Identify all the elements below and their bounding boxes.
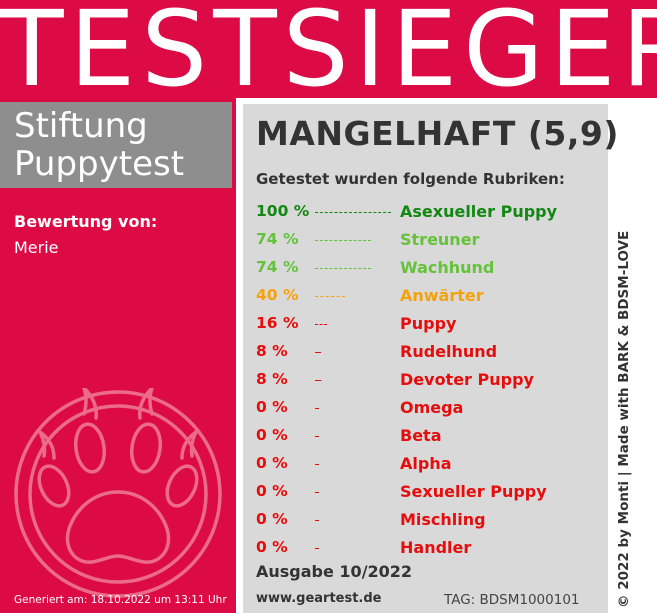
category-row: 74 % Streuner (243, 228, 608, 254)
banner: TESTSIEGER (0, 0, 657, 98)
category-name: Asexueller Puppy (400, 202, 558, 221)
category-row: 8 % Devoter Puppy (243, 368, 608, 394)
category-row: 0 % Mischling (243, 508, 608, 534)
category-percent: 74 % (256, 230, 299, 248)
category-name: Sexueller Puppy (400, 482, 547, 501)
category-name: Mischling (400, 510, 486, 529)
copyright: © 2022 by Monti | Made with BARK & BDSM-… (616, 230, 632, 608)
rater-name: Merie (14, 238, 59, 257)
category-bar (315, 212, 391, 213)
category-bar (315, 548, 319, 549)
category-percent: 16 % (256, 314, 299, 332)
category-percent: 8 % (256, 342, 288, 360)
category-bar (315, 268, 371, 269)
category-name: Handler (400, 538, 472, 557)
category-row: 74 % Wachhund (243, 256, 608, 282)
category-percent: 8 % (256, 370, 288, 388)
edition: Ausgabe 10/2022 (256, 562, 413, 581)
category-row: 0 % Omega (243, 396, 608, 422)
verdict: MANGELHAFT (5,9) (256, 114, 619, 153)
category-bar (315, 520, 319, 521)
category-percent: 0 % (256, 510, 288, 528)
category-row: 8 % Rudelhund (243, 340, 608, 366)
category-name: Rudelhund (400, 342, 498, 361)
category-row: 16 % Puppy (243, 312, 608, 338)
category-bar (315, 436, 319, 437)
category-name: Devoter Puppy (400, 370, 534, 389)
category-bar (315, 324, 327, 325)
category-row: 0 % Alpha (243, 452, 608, 478)
paw-icon (14, 388, 222, 598)
category-percent: 0 % (256, 398, 288, 416)
category-row: 0 % Handler (243, 536, 608, 562)
category-percent: 74 % (256, 258, 299, 276)
category-name: Puppy (400, 314, 457, 333)
category-name: Alpha (400, 454, 452, 473)
category-bar (315, 240, 371, 241)
category-percent: 0 % (256, 426, 288, 444)
brand-box: Stiftung Puppytest (0, 102, 232, 188)
category-name: Wachhund (400, 258, 495, 277)
rater-label: Bewertung von: (14, 212, 158, 231)
category-bar (315, 464, 319, 465)
category-bar (315, 352, 321, 353)
brand-name-line2: Puppytest (14, 144, 185, 184)
tag-id: TAG: BDSM1000101 (444, 592, 580, 608)
category-percent: 40 % (256, 286, 299, 304)
website-link[interactable]: www.geartest.de (256, 591, 382, 606)
category-percent: 0 % (256, 454, 288, 472)
category-name: Streuner (400, 230, 480, 249)
category-bar (315, 296, 345, 297)
banner-title: TESTSIEGER (0, 0, 657, 98)
generated-timestamp: Generiert am: 18.10.2022 um 13:11 Uhr (14, 594, 227, 606)
left-panel: Stiftung Puppytest Bewertung von: Merie (0, 98, 236, 613)
category-bar (315, 408, 319, 409)
category-row: 100 % Asexueller Puppy (243, 200, 608, 226)
category-percent: 100 % (256, 202, 310, 220)
category-percent: 0 % (256, 482, 288, 500)
result-panel: MANGELHAFT (5,9) Getestet wurden folgend… (243, 104, 618, 613)
category-name: Beta (400, 426, 442, 445)
category-percent: 0 % (256, 538, 288, 556)
category-row: 0 % Beta (243, 424, 608, 450)
category-name: Omega (400, 398, 464, 417)
category-bar (315, 380, 321, 381)
category-bar (315, 492, 319, 493)
category-row: 0 % Sexueller Puppy (243, 480, 608, 506)
brand-name-line1: Stiftung (14, 106, 148, 146)
category-row: 40 % Anwärter (243, 284, 608, 310)
categories-title: Getestet wurden folgende Rubriken: (256, 170, 565, 188)
category-name: Anwärter (400, 286, 484, 305)
